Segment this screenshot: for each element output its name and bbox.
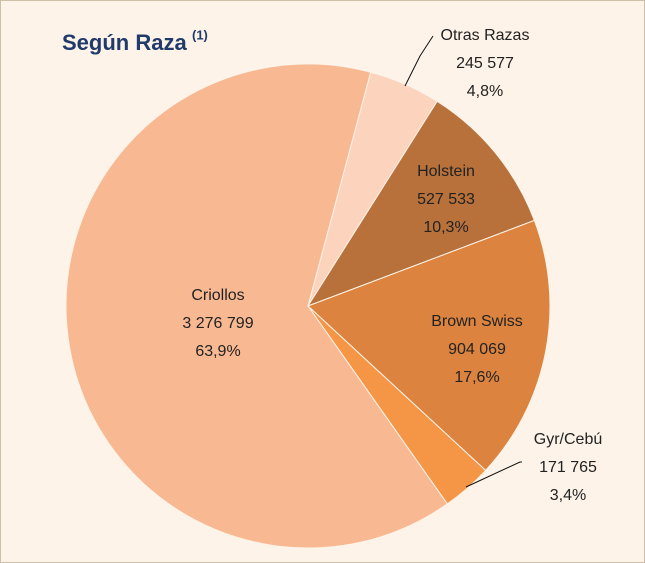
slice-label: Gyr/Cebú [534,431,602,448]
leader-line [465,461,522,488]
value-label: 3 276 799 [182,315,253,332]
slice-label: Otras Razas [441,27,530,44]
percent-label: 4,8% [467,83,503,100]
value-label: 245 577 [456,55,514,72]
percent-label: 63,9% [195,343,240,360]
value-label: 171 765 [539,459,597,476]
slice-label: Brown Swiss [431,313,523,330]
leader-line [404,35,434,87]
pie-slice [65,63,448,549]
pie-slice [306,100,536,307]
value-label: 527 533 [417,191,475,208]
title-note: (1) [192,27,208,42]
slice-label: Holstein [417,163,475,180]
percent-label: 17,6% [454,369,499,386]
percent-label: 10,3% [423,219,468,236]
slice-label: Criollos [191,287,244,304]
pie-slice [307,219,551,472]
percent-label: 3,4% [550,487,586,504]
chart-title: Según Raza [62,30,187,55]
value-label: 904 069 [448,341,506,358]
